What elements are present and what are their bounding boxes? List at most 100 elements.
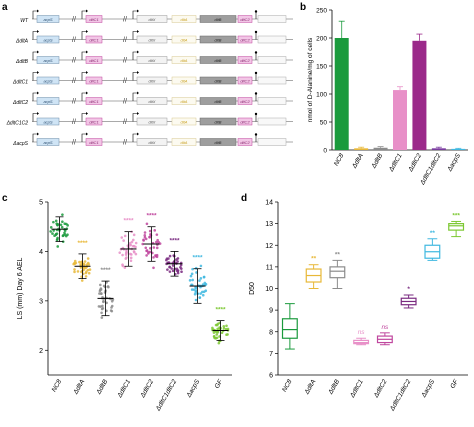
acps-gene bbox=[36, 97, 60, 105]
data-point bbox=[125, 249, 128, 253]
data-point bbox=[78, 260, 81, 264]
y-tick-label: 4 bbox=[39, 249, 43, 256]
break-symbol: // bbox=[72, 99, 76, 106]
dlta-label: dltA bbox=[181, 140, 188, 145]
dlta-label: dltA bbox=[181, 78, 188, 83]
data-point bbox=[152, 266, 155, 270]
dlta-gene bbox=[171, 97, 197, 105]
data-point bbox=[73, 270, 76, 274]
promoter-arrow bbox=[81, 113, 86, 122]
data-point bbox=[74, 261, 78, 265]
data-point bbox=[101, 307, 105, 310]
data-point bbox=[129, 256, 133, 260]
data-point bbox=[124, 257, 128, 260]
acps-gene bbox=[36, 76, 60, 85]
data-point bbox=[171, 264, 175, 267]
data-point bbox=[73, 268, 76, 271]
dltx-gene bbox=[136, 138, 168, 146]
terminator-head bbox=[254, 10, 258, 13]
dltx-label: dltX bbox=[149, 78, 156, 83]
data-point bbox=[152, 256, 155, 259]
y-tick-label: 13 bbox=[265, 221, 273, 228]
data-point bbox=[144, 237, 148, 241]
data-point bbox=[149, 246, 152, 250]
data-point bbox=[65, 222, 68, 226]
data-point bbox=[84, 275, 88, 278]
promoter-arrowhead bbox=[86, 91, 88, 95]
data-point bbox=[120, 236, 124, 239]
data-point bbox=[168, 265, 172, 269]
data-point bbox=[145, 222, 149, 226]
data-point bbox=[110, 299, 114, 303]
data-point bbox=[176, 257, 180, 260]
x-tick-label: ΔdltB bbox=[95, 378, 110, 396]
data-point bbox=[82, 268, 85, 272]
break-symbol: // bbox=[123, 140, 127, 147]
data-point bbox=[103, 291, 107, 294]
break-symbol: // bbox=[123, 99, 127, 106]
dlta-label: dltA bbox=[181, 99, 188, 104]
data-point bbox=[54, 219, 58, 223]
promoter-arrowhead bbox=[137, 132, 139, 136]
data-point bbox=[215, 333, 219, 336]
promoter-arrowhead bbox=[37, 112, 39, 115]
data-point bbox=[100, 311, 103, 315]
data-point bbox=[76, 270, 80, 273]
data-point bbox=[171, 269, 175, 273]
promoter-arrow bbox=[81, 133, 86, 142]
data-point bbox=[56, 245, 60, 248]
promoter-arrow bbox=[132, 31, 137, 40]
bar bbox=[393, 90, 407, 150]
bar bbox=[354, 148, 369, 150]
break-symbol: // bbox=[72, 119, 76, 126]
x-tick-label: NC8 bbox=[51, 378, 64, 393]
terminator-head bbox=[254, 71, 258, 75]
data-point bbox=[152, 246, 156, 249]
data-point bbox=[143, 231, 147, 234]
dlta-gene bbox=[171, 56, 197, 64]
x-tick-label: ΔdltC1 bbox=[116, 378, 133, 400]
data-point bbox=[130, 240, 134, 244]
acps-label: acpS bbox=[43, 17, 52, 22]
dlta-gene bbox=[171, 117, 197, 126]
data-point bbox=[148, 229, 152, 233]
data-point bbox=[134, 245, 137, 249]
y-tick-label: 0 bbox=[323, 148, 327, 155]
x-tick-label: GF bbox=[449, 378, 460, 390]
data-point bbox=[155, 233, 159, 236]
data-point bbox=[97, 305, 101, 308]
dltx-label: dltX bbox=[149, 119, 156, 124]
y-tick-label: 250 bbox=[316, 8, 327, 15]
data-point bbox=[189, 274, 193, 278]
promoter-arrow bbox=[32, 51, 37, 60]
strain-label: ΔdltC2 bbox=[12, 100, 28, 106]
dlta-label: dltA bbox=[181, 58, 188, 63]
data-point bbox=[193, 292, 197, 296]
dltb-label: dltB bbox=[215, 78, 222, 83]
terminator-head bbox=[254, 92, 258, 95]
data-point bbox=[61, 220, 64, 224]
y-tick-label: 100 bbox=[316, 92, 327, 99]
significance-label: ** bbox=[335, 251, 341, 258]
y-tick-label: 2 bbox=[39, 348, 43, 355]
strain-label: WT bbox=[20, 18, 29, 24]
data-point bbox=[199, 264, 203, 268]
data-point bbox=[165, 258, 168, 262]
data-point bbox=[121, 253, 124, 257]
data-point bbox=[201, 290, 204, 294]
y-axis-label: nmol of D-Alanine/mg of cells bbox=[307, 37, 314, 122]
dltc2-label: dltC2 bbox=[240, 140, 250, 145]
y-axis-label: D50 bbox=[249, 282, 256, 295]
data-point bbox=[220, 331, 224, 335]
break-symbol: // bbox=[72, 140, 76, 147]
x-tick-label: ΔacpS bbox=[185, 378, 201, 400]
data-point bbox=[153, 229, 157, 232]
promoter-arrowhead bbox=[86, 132, 88, 136]
x-tick-label: ΔacpS bbox=[420, 378, 436, 400]
strain-label: ΔacpS bbox=[12, 141, 28, 147]
promoter-arrow bbox=[81, 72, 86, 81]
break-symbol: // bbox=[123, 119, 127, 126]
y-axis-label: LS (mm) Day 6 AEL bbox=[17, 257, 24, 319]
promoter-arrow bbox=[132, 72, 137, 81]
bar bbox=[431, 148, 446, 150]
